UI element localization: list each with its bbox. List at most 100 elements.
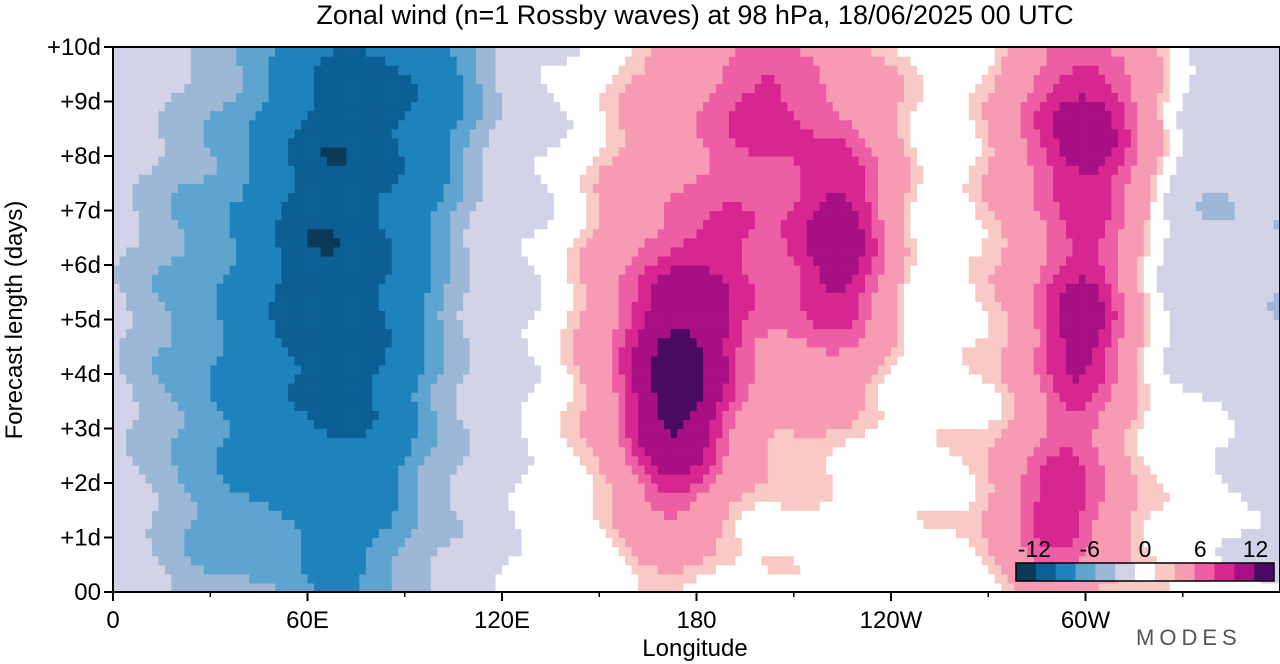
field-cell bbox=[301, 510, 309, 520]
field-cell bbox=[670, 455, 678, 466]
field-cell bbox=[1130, 483, 1138, 493]
field-cell bbox=[411, 573, 419, 584]
field-cell bbox=[119, 446, 127, 457]
field-cell bbox=[547, 383, 555, 393]
field-cell bbox=[437, 519, 445, 530]
field-cell bbox=[502, 419, 510, 430]
field-cell bbox=[644, 582, 652, 592]
field-cell bbox=[1066, 437, 1074, 448]
field-cell bbox=[158, 364, 166, 375]
field-cell bbox=[1182, 374, 1190, 384]
field-cell bbox=[430, 446, 438, 457]
field-cell bbox=[599, 510, 607, 520]
field-cell bbox=[787, 537, 795, 548]
field-cell bbox=[113, 510, 121, 520]
field-cell bbox=[249, 401, 257, 411]
field-cell bbox=[1046, 483, 1054, 493]
field-cell bbox=[683, 473, 691, 484]
field-cell bbox=[631, 519, 639, 530]
field-cell bbox=[638, 355, 646, 366]
field-cell bbox=[1156, 383, 1164, 393]
field-cell bbox=[164, 428, 172, 439]
field-cell bbox=[223, 419, 231, 430]
field-cell bbox=[262, 392, 270, 402]
field-cell bbox=[190, 528, 198, 539]
field-cell bbox=[145, 510, 153, 520]
field-cell bbox=[852, 455, 860, 466]
field-cell bbox=[936, 392, 944, 402]
field-cell bbox=[1053, 392, 1061, 402]
field-cell bbox=[508, 537, 516, 548]
field-cell bbox=[378, 428, 386, 439]
field-cell bbox=[540, 492, 548, 502]
field-cell bbox=[728, 555, 736, 566]
field-cell bbox=[573, 337, 581, 348]
field-cell bbox=[897, 455, 905, 466]
field-cell bbox=[1163, 546, 1171, 557]
field-cell bbox=[566, 582, 574, 592]
field-cell bbox=[1085, 392, 1093, 402]
field-cell bbox=[670, 546, 678, 557]
field-cell bbox=[398, 492, 406, 502]
field-cell bbox=[1117, 510, 1125, 520]
field-cell bbox=[1137, 346, 1145, 357]
field-cell bbox=[1273, 437, 1280, 448]
field-cell bbox=[1111, 455, 1119, 466]
field-cell bbox=[540, 473, 548, 484]
field-cell bbox=[1059, 419, 1067, 430]
field-cell bbox=[1202, 346, 1210, 357]
field-cell bbox=[236, 355, 244, 366]
field-cell bbox=[832, 419, 840, 430]
field-cell bbox=[1020, 401, 1028, 411]
field-cell bbox=[852, 546, 860, 557]
field-cell bbox=[612, 455, 620, 466]
field-cell bbox=[223, 364, 231, 375]
field-cell bbox=[1072, 419, 1080, 430]
field-cell bbox=[333, 564, 341, 575]
field-cell bbox=[955, 464, 963, 475]
field-cell bbox=[761, 510, 769, 520]
field-cell bbox=[715, 410, 724, 421]
field-cell bbox=[158, 437, 166, 448]
field-cell bbox=[443, 564, 451, 575]
field-cell bbox=[586, 510, 594, 520]
field-cell bbox=[670, 473, 678, 484]
field-cell bbox=[301, 346, 309, 357]
field-cell bbox=[145, 392, 153, 402]
field-cell bbox=[858, 510, 866, 520]
field-cell bbox=[540, 573, 548, 584]
field-cell bbox=[1215, 537, 1223, 548]
field-cell bbox=[988, 464, 996, 475]
field-cell bbox=[1007, 428, 1015, 439]
field-cell bbox=[482, 464, 490, 475]
field-cell bbox=[236, 401, 244, 411]
field-cell bbox=[819, 374, 827, 384]
field-cell bbox=[1156, 437, 1164, 448]
field-cell bbox=[1169, 501, 1177, 511]
field-cell bbox=[1040, 419, 1048, 430]
field-cell bbox=[735, 573, 743, 584]
field-cell bbox=[450, 492, 458, 502]
field-cell bbox=[793, 510, 801, 520]
field-cell bbox=[151, 410, 159, 421]
field-cell bbox=[955, 437, 963, 448]
field-cell bbox=[476, 501, 484, 511]
field-cell bbox=[456, 392, 464, 402]
field-cell bbox=[359, 510, 367, 520]
field-cell bbox=[1098, 410, 1106, 421]
field-cell bbox=[683, 555, 691, 566]
field-cell bbox=[456, 519, 464, 530]
field-cell bbox=[1150, 555, 1158, 566]
field-cell bbox=[288, 510, 296, 520]
field-cell bbox=[132, 446, 140, 457]
field-cell bbox=[553, 464, 561, 475]
field-cell bbox=[1150, 455, 1158, 466]
field-cell bbox=[826, 346, 834, 357]
field-cell bbox=[832, 364, 840, 375]
field-cell bbox=[456, 510, 464, 520]
field-cell bbox=[158, 464, 166, 475]
field-cell bbox=[320, 537, 328, 548]
field-cell bbox=[806, 501, 814, 511]
field-cell bbox=[378, 364, 386, 375]
field-cell bbox=[469, 492, 477, 502]
